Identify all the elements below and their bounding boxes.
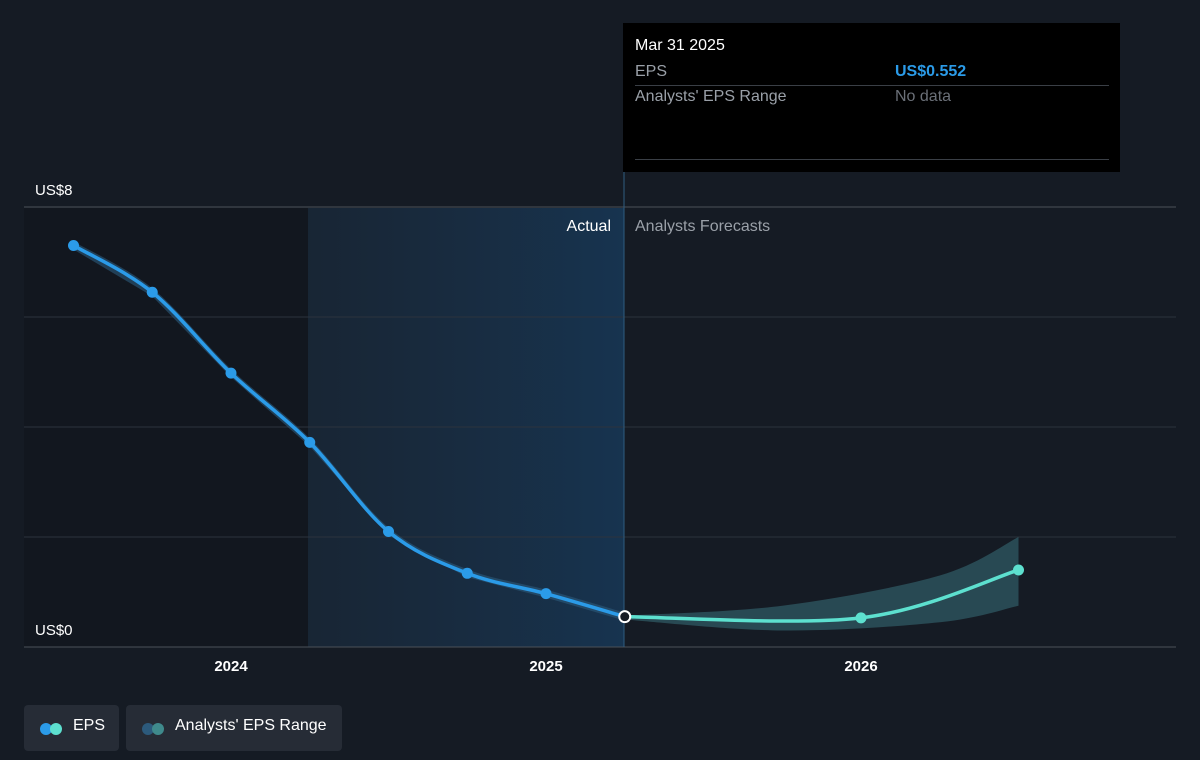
historical-range-band [73, 241, 625, 621]
y-tick-label: US$8 [35, 182, 73, 199]
x-tick-label: 2026 [844, 658, 877, 675]
grid-lines [24, 206, 1176, 648]
eps-actual-point [225, 367, 237, 379]
tooltip-date: Mar 31 2025 [635, 37, 725, 54]
tooltip-range-value: No data [895, 88, 952, 105]
eps-forecast-line [623, 568, 1021, 623]
x-tick-label: 2024 [214, 658, 248, 675]
series-layer [68, 240, 1024, 631]
tooltip-row-range: Analysts' EPS Range No data [635, 85, 1109, 110]
eps-actual-swatch-icon [40, 723, 52, 735]
eps-forecast-swatch-icon [50, 723, 62, 735]
legend-range-label: Analysts' EPS Range [175, 717, 327, 734]
x-axis-ticks: 2024 2025 2026 [214, 658, 877, 675]
eps-actual-point [146, 286, 158, 298]
data-tooltip: Mar 31 2025 EPS US$0.552 Analysts' EPS R… [623, 23, 1120, 172]
eps-actual-point [68, 240, 79, 251]
y-tick-label: US$0 [35, 622, 73, 639]
eps-actual-point [540, 588, 552, 600]
eps-current-point [618, 610, 632, 624]
tooltip-range-label: Analysts' EPS Range [635, 88, 787, 105]
range-forecast-swatch-icon [152, 723, 164, 735]
tooltip-eps-value: US$0.552 [895, 63, 967, 80]
eps-actual-point [461, 567, 473, 579]
eps-actual-point [383, 526, 394, 537]
range-past-swatch-icon [142, 723, 154, 735]
legend-eps-label: EPS [73, 717, 106, 734]
forecast-region-label: Analysts Forecasts [635, 218, 770, 235]
tooltip-eps-label: EPS [635, 63, 668, 80]
actual-region-label: Actual [567, 218, 611, 235]
legend-item-eps[interactable]: EPS [24, 705, 119, 751]
tooltip-row-eps: EPS US$0.552 [635, 60, 1109, 86]
analysts-range-band [624, 537, 1019, 631]
eps-actual-point [304, 436, 316, 448]
legend-item-analysts-range[interactable]: Analysts' EPS Range [126, 705, 342, 751]
x-tick-label: 2025 [529, 658, 562, 675]
eps-forecast-point [855, 612, 867, 624]
eps-forecast-point [1013, 564, 1024, 576]
eps-actual-line [71, 243, 627, 619]
tooltip-separator [635, 159, 1109, 160]
y-axis-ticks: US$8 US$0 [35, 182, 73, 639]
